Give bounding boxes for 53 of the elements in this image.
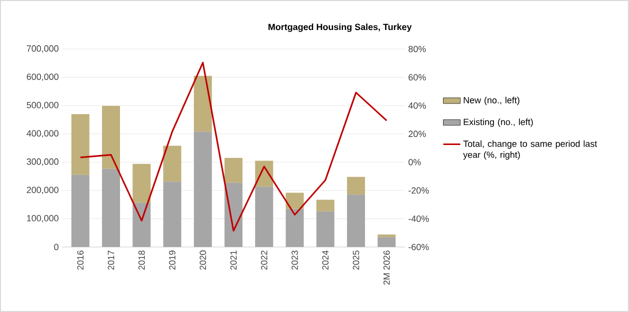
bar: [316, 211, 334, 247]
y-tick-label: 300,000: [26, 158, 58, 166]
y2-tick-label: 40%: [408, 102, 426, 109]
bar: [347, 176, 366, 195]
y-tick-label: 500,000: [26, 102, 58, 110]
bar: [71, 114, 90, 175]
bar: [347, 194, 366, 247]
x-tick-label: 2M 2026: [383, 250, 390, 285]
bar: [102, 168, 120, 247]
line-series: [80, 62, 388, 232]
y-tick-label: 0: [54, 244, 58, 250]
y-tick-label: 400,000: [26, 130, 58, 138]
bar: [224, 158, 242, 183]
bar: [132, 164, 151, 203]
x-tick-label: 2016: [77, 250, 84, 270]
bar: [163, 146, 182, 182]
bar: [316, 200, 334, 212]
chart-title: Mortgaged Housing Sales, Turkey: [268, 24, 412, 32]
y2-tick-label: -20%: [408, 187, 429, 194]
x-tick-label: 2020: [200, 250, 206, 270]
bar: [378, 234, 396, 238]
bar: [255, 186, 274, 247]
bar: [102, 106, 120, 169]
x-tick-label: 2019: [169, 250, 176, 270]
bar: [224, 182, 242, 247]
legend-label: Existing (no., left): [464, 118, 533, 127]
y2-tick-label: -60%: [408, 244, 429, 250]
y-tick-label: 600,000: [26, 74, 58, 81]
bar: [286, 192, 304, 209]
bar: [194, 132, 212, 247]
y2-tick-label: 80%: [408, 46, 426, 52]
x-tick-label: 2022: [260, 250, 268, 270]
x-tick-label: 2023: [292, 250, 298, 270]
y2-tick-label: 20%: [408, 130, 426, 138]
x-tick-label: 2024: [322, 250, 329, 270]
bar: [378, 237, 396, 247]
x-tick-label: 2021: [230, 250, 237, 270]
legend-label: New (no., left): [464, 96, 520, 106]
y2-tick-label: 60%: [408, 74, 426, 80]
y2-tick-label: 0%: [408, 158, 421, 166]
x-tick-label: 2017: [108, 250, 114, 270]
bar: [132, 202, 151, 247]
x-tick-label: 2018: [138, 250, 145, 270]
bar: [286, 208, 304, 247]
bar: [163, 182, 182, 247]
y-tick-label: 100,000: [27, 215, 58, 222]
x-tick-label: 2025: [352, 250, 360, 270]
y-tick-label: 700,000: [26, 45, 58, 53]
y2-tick-label: -40%: [408, 216, 429, 222]
legend-label: Total, change to same period last year (%, right): [463, 140, 598, 160]
bar: [194, 76, 212, 132]
y-tick-label: 200,000: [26, 186, 58, 194]
bar: [71, 174, 90, 247]
